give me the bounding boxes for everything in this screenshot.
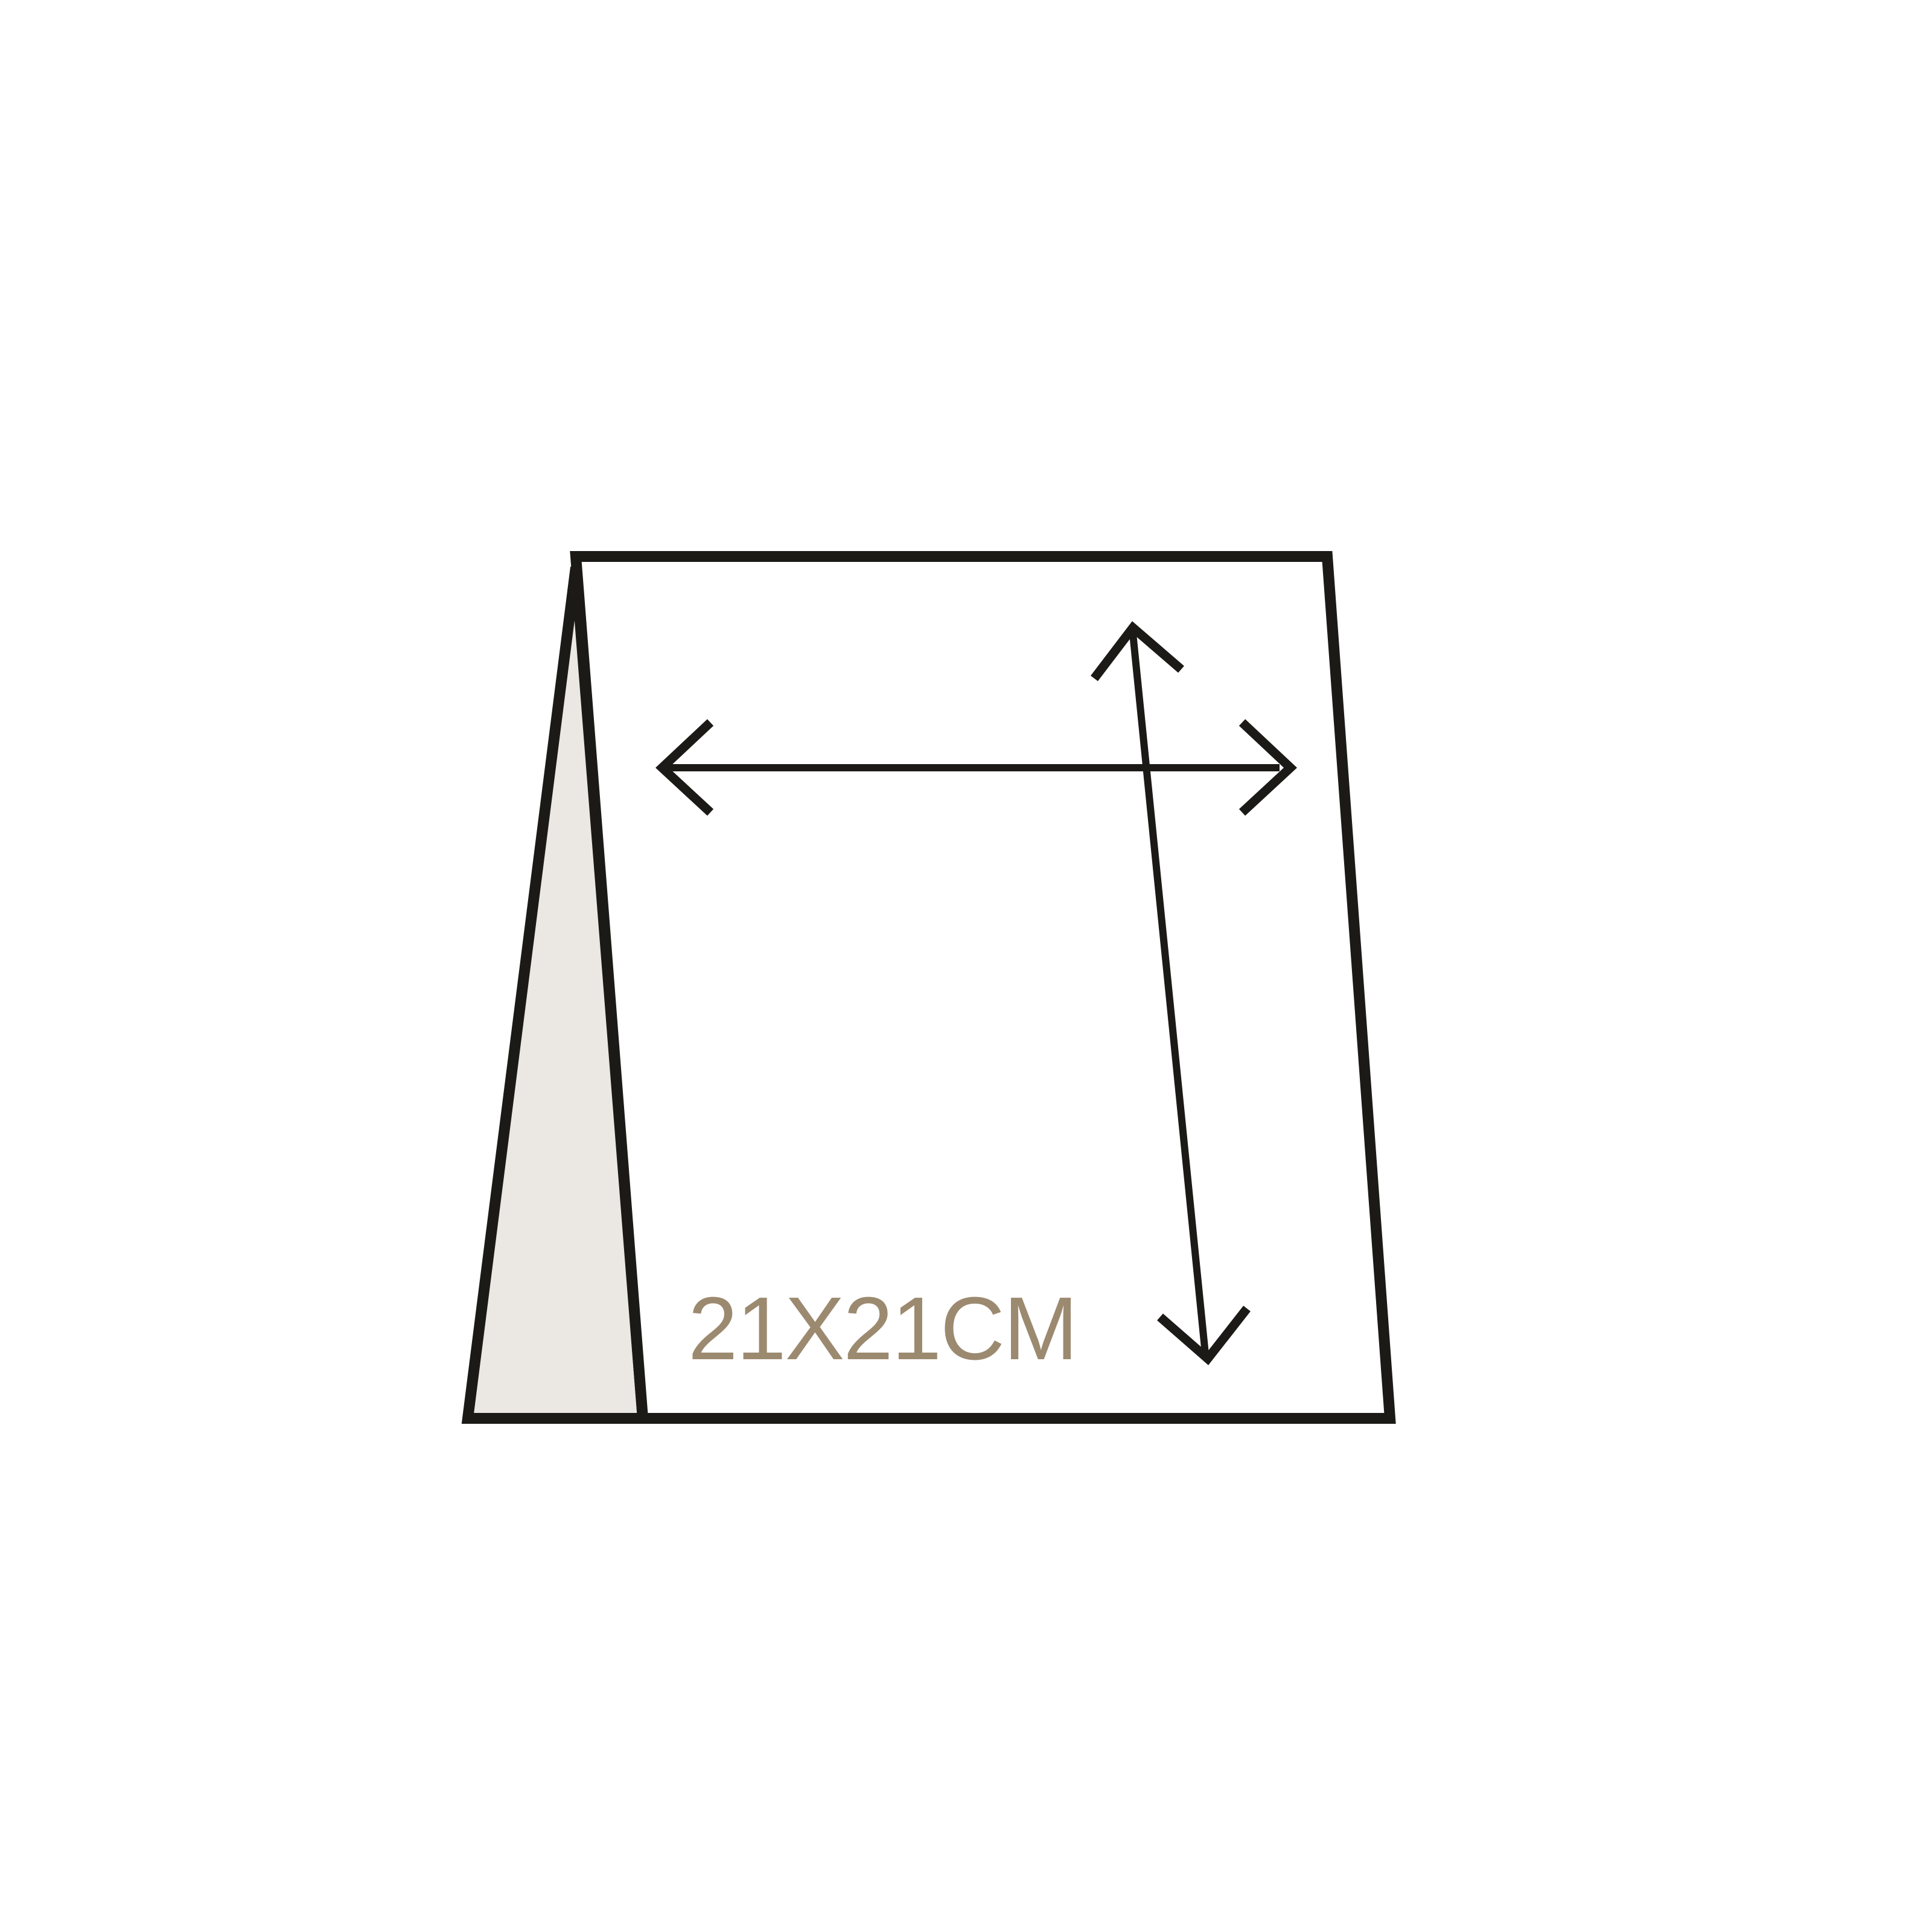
height-arrow-top-head [1091,621,1184,681]
front-panel [570,551,1396,1424]
height-arrow-bottom-head [1157,1306,1251,1365]
double-headed-vertical-arrow-icon [1091,621,1251,1365]
double-headed-horizontal-arrow-icon [655,719,1298,816]
size-label: 21X21CM [688,1279,1077,1379]
height-arrow-shaft [1129,627,1209,1354]
width-arrow-right-head [1239,719,1298,816]
width-arrow-left-head [655,719,714,816]
